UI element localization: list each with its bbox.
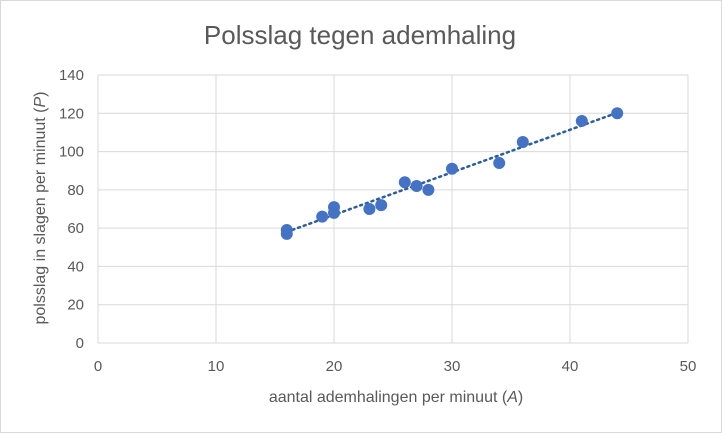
x-tick-label: 50: [680, 358, 697, 375]
tick-labels: 0 20 40 60 80 100 120 140 0 10 20 30 40 50: [59, 67, 696, 375]
y-tick-label: 120: [59, 105, 84, 122]
y-tick-label: 140: [59, 67, 84, 84]
y-tick-label: 0: [76, 335, 84, 352]
data-point: [363, 203, 376, 215]
y-tick-label: 60: [67, 220, 84, 237]
x-tick-label: 10: [208, 358, 225, 375]
gridlines: [97, 74, 689, 344]
data-point: [375, 199, 388, 212]
y-tick-label: 40: [67, 258, 84, 275]
data-point: [611, 107, 624, 120]
x-tick-label: 20: [326, 358, 343, 375]
x-tick-label: 40: [562, 358, 579, 375]
y-tick-label: 80: [67, 182, 84, 199]
data-point: [280, 227, 293, 240]
data-points: [280, 107, 624, 240]
y-tick-label: 100: [59, 144, 84, 161]
data-point: [316, 210, 329, 223]
data-point: [493, 157, 506, 170]
data-point: [410, 180, 423, 193]
chart-title: Polsslag tegen ademhaling: [204, 20, 516, 50]
data-point: [516, 136, 529, 148]
x-axis-title: aantal ademhalingen per minuut (A): [269, 389, 523, 406]
x-tick-label: 0: [94, 358, 102, 375]
x-tick-label: 30: [444, 358, 461, 375]
data-point: [575, 114, 588, 127]
data-point: [422, 183, 435, 196]
data-point: [328, 206, 340, 219]
y-tick-label: 20: [67, 297, 84, 314]
data-point: [398, 176, 411, 189]
data-point: [446, 162, 458, 175]
y-axis-title: polsslag in slagen per minuut (P): [32, 91, 49, 324]
